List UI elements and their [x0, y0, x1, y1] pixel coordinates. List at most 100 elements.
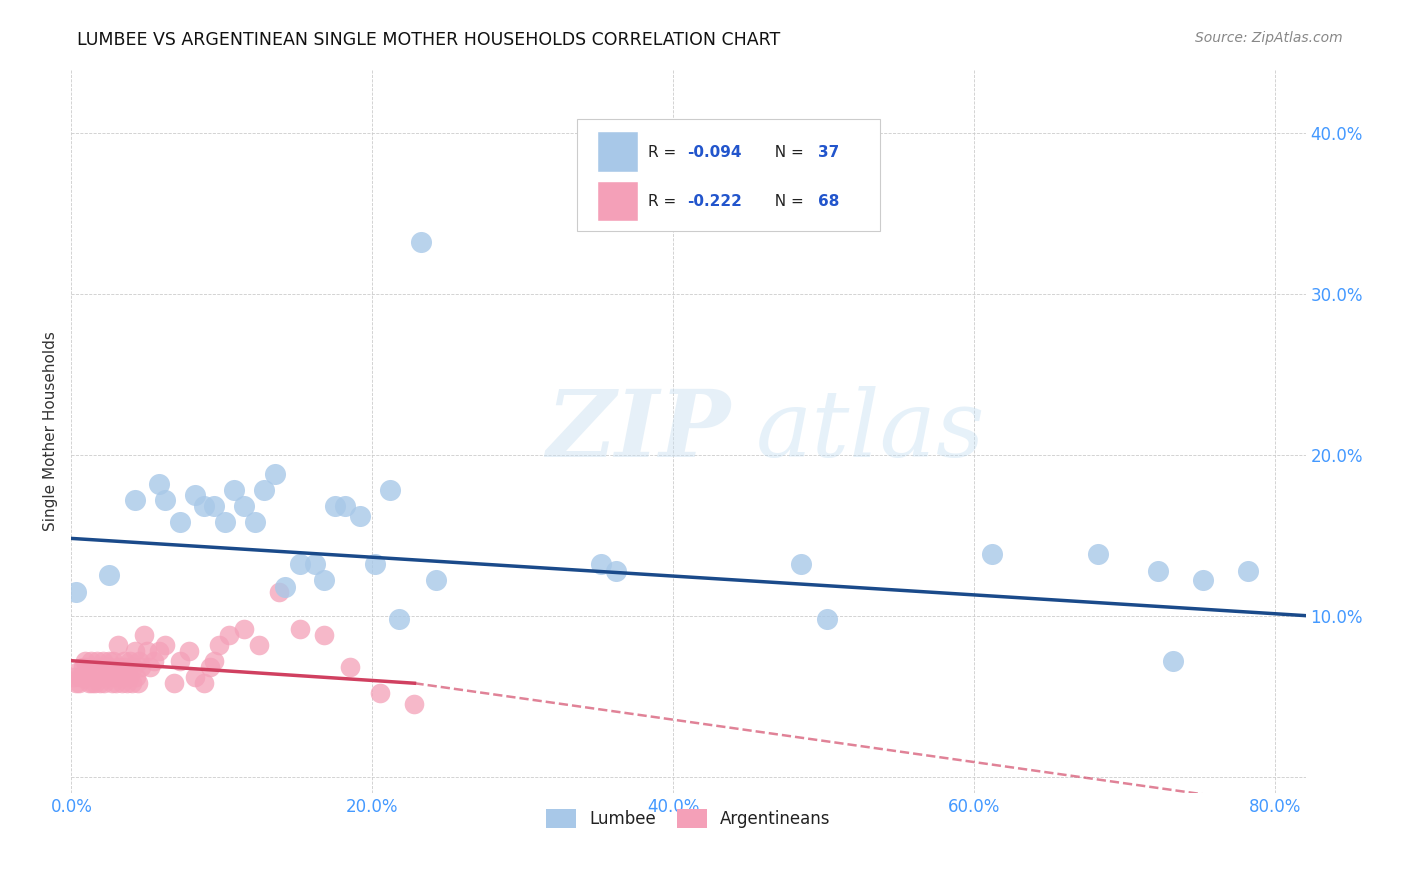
Point: [89, 676, 111, 690]
Point: [94, 670, 117, 684]
Point: [249, 638, 271, 652]
Point: [135, 644, 157, 658]
Point: [148, 476, 170, 491]
Point: [65, 584, 87, 599]
Point: [193, 676, 215, 690]
Point: [981, 548, 1004, 562]
Point: [80, 654, 103, 668]
Point: [591, 557, 613, 571]
Point: [128, 654, 150, 668]
Point: [243, 516, 266, 530]
Y-axis label: Single Mother Households: Single Mother Households: [44, 331, 58, 531]
Text: 37: 37: [818, 145, 839, 160]
Point: [70, 670, 93, 684]
Point: [208, 638, 231, 652]
Point: [253, 483, 276, 497]
Point: [153, 638, 176, 652]
Point: [87, 670, 110, 684]
Text: Source: ZipAtlas.com: Source: ZipAtlas.com: [1195, 31, 1343, 45]
Point: [349, 508, 371, 523]
Point: [169, 516, 191, 530]
Point: [202, 500, 225, 514]
Point: [288, 557, 311, 571]
Point: [121, 676, 143, 690]
Point: [125, 670, 148, 684]
Point: [314, 628, 336, 642]
Point: [84, 676, 107, 690]
Point: [214, 516, 236, 530]
Point: [124, 492, 146, 507]
Point: [108, 660, 131, 674]
Text: atlas: atlas: [756, 385, 986, 475]
Legend: Lumbee, Argentineans: Lumbee, Argentineans: [540, 803, 837, 835]
Point: [110, 670, 132, 684]
Point: [314, 573, 336, 587]
Text: ZIP: ZIP: [547, 385, 731, 475]
Point: [153, 492, 176, 507]
Point: [202, 654, 225, 668]
Point: [111, 676, 134, 690]
Point: [91, 654, 114, 668]
Text: R =: R =: [648, 194, 681, 209]
Point: [83, 670, 105, 684]
Point: [380, 483, 402, 497]
Text: N =: N =: [765, 194, 808, 209]
Point: [114, 660, 136, 674]
Point: [148, 644, 170, 658]
Bar: [599, 132, 638, 172]
Point: [169, 654, 191, 668]
Point: [304, 557, 326, 571]
Point: [86, 654, 108, 668]
Point: [323, 500, 346, 514]
Point: [1147, 564, 1170, 578]
Point: [100, 660, 122, 674]
Text: -0.222: -0.222: [688, 194, 742, 209]
Point: [65, 676, 87, 690]
Point: [218, 628, 240, 642]
Point: [107, 638, 129, 652]
Point: [288, 622, 311, 636]
Point: [118, 654, 141, 668]
Point: [122, 660, 145, 674]
Point: [222, 483, 245, 497]
Point: [368, 686, 391, 700]
Point: [115, 676, 138, 690]
Point: [69, 670, 91, 684]
Point: [193, 500, 215, 514]
Point: [129, 660, 152, 674]
Point: [163, 676, 186, 690]
Point: [67, 676, 90, 690]
Point: [76, 670, 98, 684]
Point: [132, 628, 155, 642]
Point: [104, 670, 127, 684]
Point: [335, 500, 357, 514]
Point: [72, 660, 94, 674]
FancyBboxPatch shape: [578, 120, 880, 231]
Point: [96, 660, 118, 674]
Point: [404, 697, 426, 711]
Point: [184, 488, 207, 502]
Point: [97, 568, 120, 582]
Text: LUMBEE VS ARGENTINEAN SINGLE MOTHER HOUSEHOLDS CORRELATION CHART: LUMBEE VS ARGENTINEAN SINGLE MOTHER HOUS…: [77, 31, 780, 49]
Point: [97, 654, 120, 668]
Point: [79, 676, 101, 690]
Bar: [599, 182, 638, 221]
Point: [138, 660, 160, 674]
Point: [198, 660, 221, 674]
Point: [105, 676, 128, 690]
Point: [66, 665, 89, 679]
Point: [101, 676, 124, 690]
Point: [82, 676, 104, 690]
Point: [388, 612, 411, 626]
Point: [73, 654, 96, 668]
Point: [263, 467, 285, 481]
Point: [233, 500, 256, 514]
Point: [1237, 564, 1260, 578]
Point: [75, 660, 97, 674]
Point: [605, 564, 627, 578]
Point: [339, 660, 361, 674]
Point: [790, 557, 813, 571]
Point: [127, 676, 149, 690]
Point: [1161, 654, 1184, 668]
Text: 68: 68: [818, 194, 839, 209]
